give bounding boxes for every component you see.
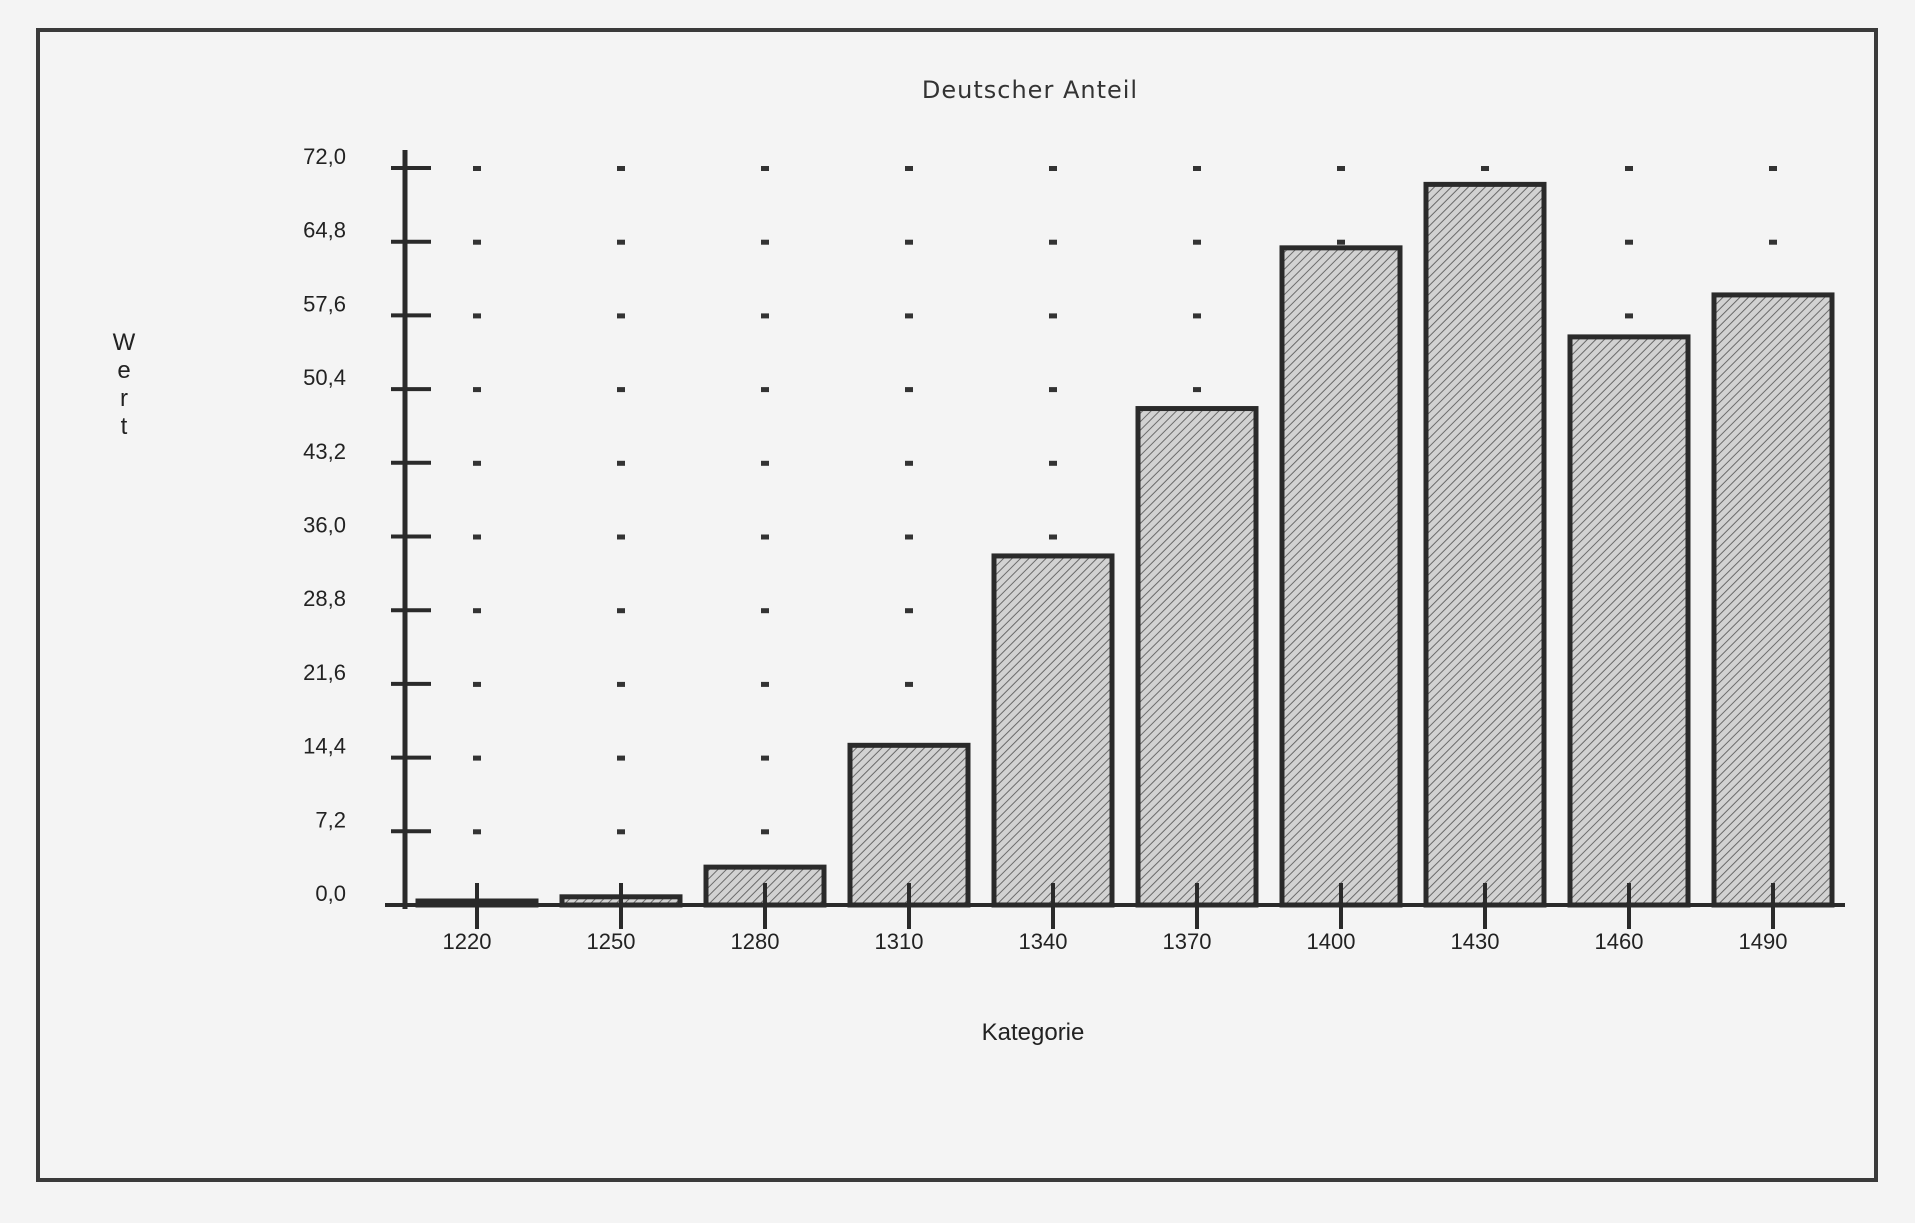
grid-dot bbox=[905, 681, 913, 687]
y-axis-title-letter: W bbox=[113, 329, 136, 356]
grid-dot bbox=[617, 460, 625, 466]
grid-dot bbox=[617, 239, 625, 245]
x-tick-label: 1490 bbox=[1739, 929, 1788, 954]
y-tick-label: 36,0 bbox=[303, 513, 346, 538]
y-tick-label: 57,6 bbox=[303, 291, 346, 316]
grid-dot bbox=[473, 534, 481, 540]
grid-dot bbox=[761, 460, 769, 466]
y-axis-title-letter: t bbox=[121, 413, 128, 440]
grid-dot bbox=[473, 608, 481, 614]
bar-1490 bbox=[1711, 292, 1835, 908]
x-axis-ticks: 1220 1250 1280 1310 1340 1370 1400 1430 1460 1490 bbox=[443, 883, 1788, 954]
grid-dot bbox=[1049, 460, 1057, 466]
y-tick-label: 21,6 bbox=[303, 660, 346, 685]
bar-1460 bbox=[1567, 334, 1691, 908]
grid-dot bbox=[905, 608, 913, 614]
axes bbox=[385, 150, 1845, 909]
grid-dot bbox=[1193, 166, 1201, 171]
grid-dot bbox=[473, 755, 481, 761]
y-tick-label: 14,4 bbox=[303, 734, 346, 759]
bar-1400 bbox=[1279, 245, 1403, 908]
grid-dot bbox=[905, 460, 913, 466]
grid-dot bbox=[473, 387, 481, 393]
y-tick-label: 0,0 bbox=[315, 881, 346, 906]
y-tick-label: 28,8 bbox=[303, 586, 346, 611]
x-tick-label: 1280 bbox=[731, 929, 780, 954]
grid-dot bbox=[617, 387, 625, 393]
grid-dot bbox=[1193, 239, 1201, 245]
grid-dot bbox=[1337, 166, 1345, 171]
grid-dot bbox=[473, 239, 481, 245]
grid-dot bbox=[761, 608, 769, 614]
grid-dot bbox=[761, 681, 769, 687]
grid-dot bbox=[473, 166, 481, 171]
grid-dot bbox=[473, 460, 481, 466]
x-tick-label: 1250 bbox=[587, 929, 636, 954]
bar-1310 bbox=[847, 742, 971, 908]
x-axis-title: Kategorie bbox=[982, 1019, 1085, 1046]
x-tick-label: 1430 bbox=[1451, 929, 1500, 954]
grid-dot bbox=[761, 313, 769, 319]
grid-dot bbox=[905, 166, 913, 171]
grid-dot bbox=[905, 387, 913, 393]
bar-1340 bbox=[991, 553, 1115, 908]
grid-dot bbox=[473, 681, 481, 687]
grid-dots bbox=[473, 166, 1777, 835]
grid-dot bbox=[617, 755, 625, 761]
x-tick-label: 1310 bbox=[875, 929, 924, 954]
grid-dot bbox=[1625, 166, 1633, 171]
chart-title: Deutscher Anteil bbox=[922, 76, 1138, 104]
grid-dot bbox=[473, 313, 481, 319]
y-tick-label: 50,4 bbox=[303, 365, 346, 390]
grid-dot bbox=[617, 166, 625, 171]
grid-dot bbox=[1049, 166, 1057, 171]
grid-dot bbox=[905, 239, 913, 245]
x-tick-label: 1400 bbox=[1307, 929, 1356, 954]
grid-dot bbox=[617, 534, 625, 540]
grid-dot bbox=[1337, 239, 1345, 245]
grid-dot bbox=[1769, 239, 1777, 245]
y-tick-label: 64,8 bbox=[303, 218, 346, 243]
grid-dot bbox=[1049, 313, 1057, 319]
y-tick-label: 7,2 bbox=[315, 807, 346, 832]
y-tick-label: 72,0 bbox=[303, 144, 346, 169]
y-axis-title-letter: e bbox=[117, 357, 130, 384]
grid-dot bbox=[617, 829, 625, 835]
grid-dot bbox=[617, 313, 625, 319]
grid-dot bbox=[905, 313, 913, 319]
grid-dot bbox=[905, 534, 913, 540]
bar-1430 bbox=[1423, 181, 1547, 908]
grid-dot bbox=[1625, 239, 1633, 245]
x-tick-label: 1370 bbox=[1163, 929, 1212, 954]
grid-dot bbox=[761, 166, 769, 171]
grid-dot bbox=[1193, 313, 1201, 319]
grid-dot bbox=[761, 387, 769, 393]
x-tick-label: 1340 bbox=[1019, 929, 1068, 954]
grid-dot bbox=[761, 239, 769, 245]
bars bbox=[415, 181, 1835, 908]
grid-dot bbox=[1481, 166, 1489, 171]
x-tick-label: 1220 bbox=[443, 929, 492, 954]
chart-frame bbox=[36, 28, 1878, 1182]
grid-dot bbox=[1769, 166, 1777, 171]
grid-dot bbox=[1049, 387, 1057, 393]
grid-dot bbox=[761, 755, 769, 761]
grid-dot bbox=[617, 608, 625, 614]
y-axis-ticks: 0,0 7,2 14,4 21,6 28,8 36,0 43,2 50,4 57,6 64,8 72… bbox=[303, 144, 431, 907]
y-tick-label: 43,2 bbox=[303, 439, 346, 464]
grid-dot bbox=[617, 681, 625, 687]
grid-dot bbox=[473, 829, 481, 835]
x-tick-label: 1460 bbox=[1595, 929, 1644, 954]
grid-dot bbox=[1049, 534, 1057, 540]
grid-dot bbox=[1193, 387, 1201, 393]
grid-dot bbox=[1625, 313, 1633, 319]
grid-dot bbox=[1049, 239, 1057, 245]
grid-dot bbox=[761, 534, 769, 540]
y-axis-title-letter: r bbox=[120, 385, 128, 412]
bar-1370 bbox=[1135, 406, 1259, 908]
grid-dot bbox=[761, 829, 769, 835]
